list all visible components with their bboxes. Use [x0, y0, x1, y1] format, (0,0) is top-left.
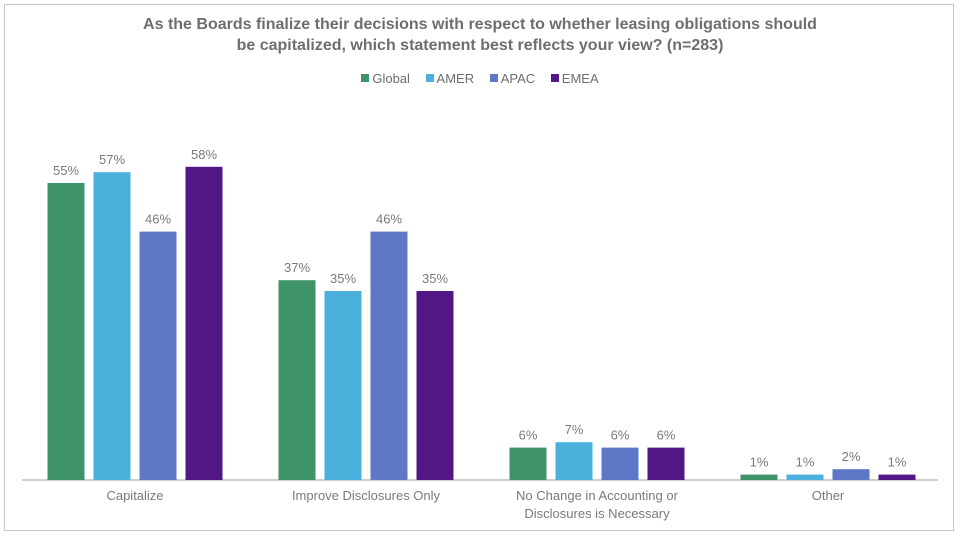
chart-frame: [4, 4, 954, 531]
data-label-amer: 1%: [796, 455, 815, 470]
legend-label-apac: APAC: [500, 71, 536, 86]
data-label-global: 6%: [519, 428, 538, 443]
legend-item-apac: APAC: [489, 71, 536, 86]
legend-item-emea: EMEA: [550, 71, 599, 86]
legend-label-emea: EMEA: [561, 71, 599, 86]
chart-title: As the Boards finalize their decisions w…: [0, 14, 960, 56]
legend: Global AMER APAC EMEA: [0, 71, 960, 86]
data-label-emea: 1%: [888, 455, 907, 470]
category-label: Disclosures is Necessary: [524, 506, 670, 521]
legend-label-global: Global: [372, 71, 410, 86]
legend-swatch-apac: [489, 74, 498, 82]
chart-title-line-2: be capitalized, which statement best ref…: [236, 37, 724, 54]
bar-global: [47, 183, 85, 480]
legend-swatch-global: [361, 74, 370, 82]
data-label-emea: 58%: [191, 147, 217, 162]
bar-global: [509, 447, 547, 480]
bar-emea: [647, 447, 685, 480]
bar-amer: [324, 291, 362, 480]
bar-emea: [878, 474, 916, 480]
bar-emea: [185, 166, 223, 481]
category-label: Improve Disclosures Only: [292, 488, 441, 503]
bar-amer: [555, 442, 593, 480]
bar-amer: [786, 474, 824, 480]
chart-title-line-1: As the Boards finalize their decisions w…: [143, 16, 817, 33]
category-label: Other: [812, 488, 845, 503]
data-label-apac: 6%: [611, 428, 630, 443]
bar-apac: [601, 447, 639, 480]
data-label-apac: 2%: [842, 449, 861, 464]
data-label-apac: 46%: [376, 212, 402, 227]
legend-swatch-emea: [550, 74, 559, 82]
category-label: Capitalize: [106, 488, 163, 503]
bar-emea: [416, 291, 454, 480]
data-label-global: 1%: [750, 455, 769, 470]
data-label-amer: 57%: [99, 152, 125, 167]
data-label-amer: 35%: [330, 271, 356, 286]
legend-label-amer: AMER: [436, 71, 475, 86]
bar-apac: [370, 231, 408, 480]
bar-amer: [93, 172, 131, 480]
category-label: No Change in Accounting or: [516, 488, 679, 503]
legend-item-global: Global: [361, 71, 410, 86]
data-label-apac: 46%: [145, 212, 171, 227]
bar-global: [740, 474, 778, 480]
data-label-emea: 6%: [657, 428, 676, 443]
data-label-emea: 35%: [422, 271, 448, 286]
bar-apac: [139, 231, 177, 480]
legend-swatch-amer: [425, 74, 434, 82]
bar-apac: [832, 469, 870, 480]
data-label-global: 37%: [284, 260, 310, 275]
legend-item-amer: AMER: [425, 71, 475, 86]
data-label-amer: 7%: [565, 422, 584, 437]
data-label-global: 55%: [53, 163, 79, 178]
bar-global: [278, 280, 316, 480]
